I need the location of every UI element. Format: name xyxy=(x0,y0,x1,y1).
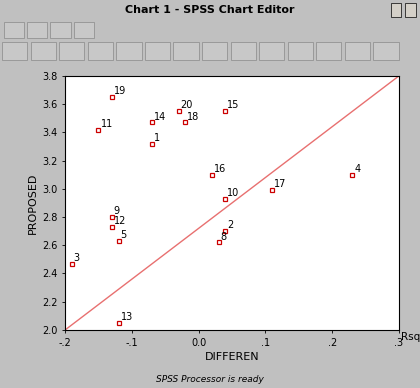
Text: 14: 14 xyxy=(154,112,166,122)
Text: 13: 13 xyxy=(121,312,133,322)
Text: 20: 20 xyxy=(181,100,193,111)
Text: SPSS Processor is ready: SPSS Processor is ready xyxy=(156,374,264,383)
Text: 19: 19 xyxy=(114,86,126,96)
Text: 3: 3 xyxy=(74,253,80,263)
Text: 5: 5 xyxy=(121,230,127,240)
Text: Chart 1 - SPSS Chart Editor: Chart 1 - SPSS Chart Editor xyxy=(125,5,295,15)
Text: 17: 17 xyxy=(274,180,286,189)
Text: 9: 9 xyxy=(114,206,120,217)
Bar xyxy=(31,42,56,60)
Bar xyxy=(316,42,341,60)
Bar xyxy=(50,22,71,38)
Bar xyxy=(373,42,399,60)
Bar xyxy=(405,3,416,17)
Text: 16: 16 xyxy=(214,164,226,174)
Bar xyxy=(173,42,199,60)
Bar xyxy=(116,42,142,60)
Bar xyxy=(259,42,284,60)
Bar xyxy=(391,3,401,17)
Bar xyxy=(145,42,170,60)
Bar xyxy=(2,42,27,60)
Text: 10: 10 xyxy=(227,188,240,198)
Text: 12: 12 xyxy=(114,216,126,226)
Text: 8: 8 xyxy=(220,232,227,242)
Bar xyxy=(88,42,113,60)
Text: 2: 2 xyxy=(227,220,234,230)
X-axis label: DIFFEREN: DIFFEREN xyxy=(205,352,260,362)
Text: Rsq = 0.1752: Rsq = 0.1752 xyxy=(401,332,420,342)
Text: 4: 4 xyxy=(354,164,360,174)
Text: 18: 18 xyxy=(187,112,199,122)
Text: 1: 1 xyxy=(154,133,160,143)
Bar xyxy=(74,22,94,38)
Bar xyxy=(288,42,313,60)
Bar xyxy=(345,42,370,60)
Text: 15: 15 xyxy=(227,100,240,111)
Y-axis label: PROPOSED: PROPOSED xyxy=(28,172,38,234)
Bar xyxy=(27,22,47,38)
Bar xyxy=(4,22,24,38)
Text: 11: 11 xyxy=(100,119,113,129)
Bar xyxy=(202,42,227,60)
Bar xyxy=(231,42,256,60)
Bar xyxy=(59,42,84,60)
